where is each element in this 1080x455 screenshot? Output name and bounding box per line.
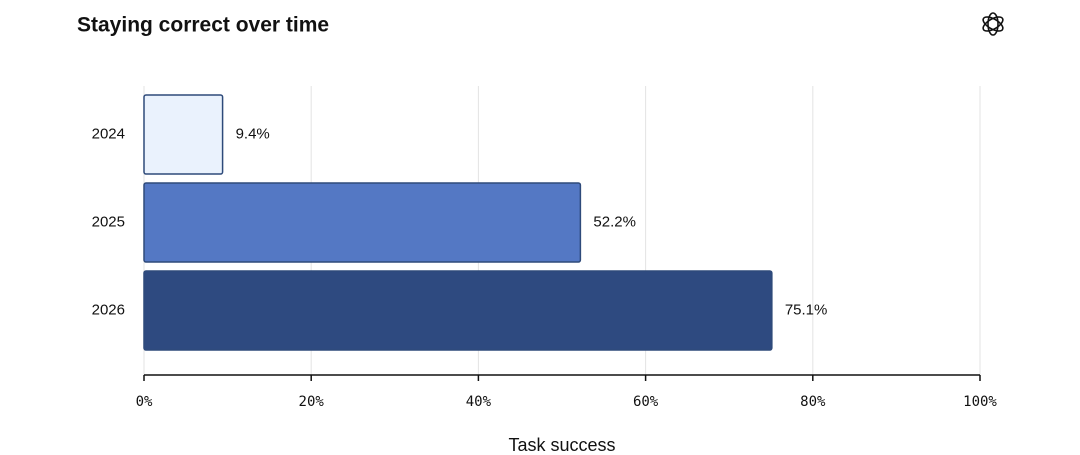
logo [982, 12, 1004, 36]
x-tick-label: 20% [299, 394, 325, 410]
value-label: 75.1% [785, 301, 828, 318]
x-tick-label: 80% [800, 394, 826, 410]
y-tick-label: 2025 [92, 213, 125, 230]
bar [143, 270, 773, 351]
x-axis-label: Task success [508, 435, 615, 455]
y-tick-label: 2026 [92, 301, 125, 318]
x-tick-label: 60% [633, 394, 659, 410]
bar [143, 94, 224, 175]
bar [143, 182, 582, 263]
x-tick-label: 100% [963, 394, 997, 410]
value-label: 52.2% [593, 213, 636, 230]
chart-title: Staying correct over time [77, 14, 329, 37]
x-tick-label: 40% [466, 394, 492, 410]
x-tick-label: 0% [136, 394, 153, 410]
y-tick-label: 2024 [92, 125, 125, 142]
value-label: 9.4% [236, 125, 270, 142]
